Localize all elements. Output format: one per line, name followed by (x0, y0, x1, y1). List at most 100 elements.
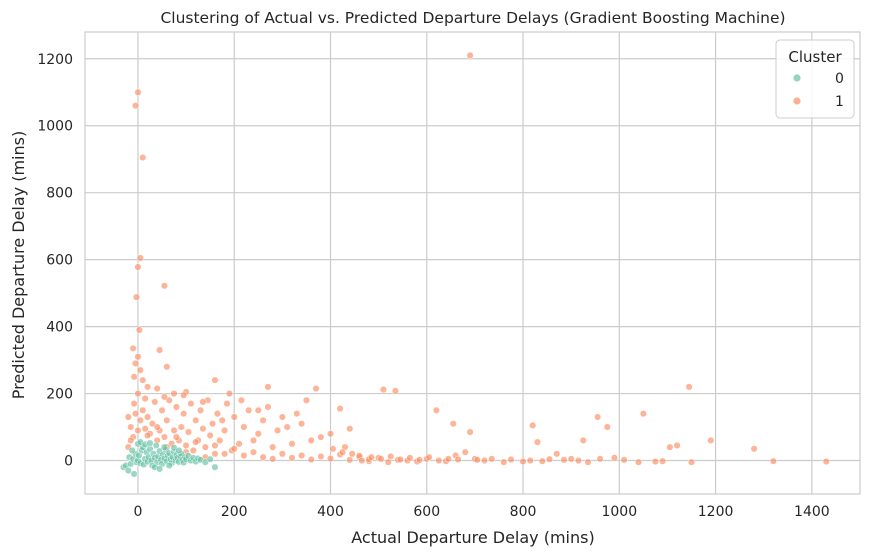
data-point-cluster-1 (639, 410, 647, 418)
data-point-cluster-1 (211, 441, 219, 450)
data-point-cluster-1 (673, 441, 681, 450)
data-point-cluster-1 (144, 383, 152, 391)
data-point-cluster-1 (134, 263, 142, 271)
data-point-cluster-1 (163, 416, 171, 424)
data-point-cluster-0 (206, 455, 214, 463)
data-point-cluster-1 (230, 413, 238, 421)
data-point-cluster-1 (237, 396, 245, 404)
data-point-cluster-1 (153, 384, 161, 393)
legend-label-cluster-1: 1 (835, 94, 844, 110)
data-point-cluster-1 (141, 425, 149, 433)
data-point-cluster-1 (822, 457, 830, 466)
data-point-cluster-1 (139, 153, 147, 162)
x-tick-label: 1200 (698, 504, 734, 520)
data-point-cluster-1 (574, 456, 582, 465)
legend-label-cluster-0: 0 (835, 71, 844, 87)
data-point-cluster-1 (603, 423, 611, 431)
data-point-cluster-1 (213, 410, 221, 418)
data-point-cluster-1 (377, 455, 385, 463)
y-tick-labels: 0 200 400 600 800 1000 1200 (37, 52, 73, 470)
legend-title: Cluster (788, 48, 842, 66)
data-point-cluster-1 (396, 455, 404, 464)
data-point-cluster-1 (579, 436, 587, 444)
data-point-cluster-1 (317, 433, 325, 441)
data-point-cluster-1 (245, 406, 253, 414)
data-point-cluster-1 (307, 436, 315, 444)
data-point-cluster-1 (432, 406, 440, 414)
data-point-cluster-1 (130, 400, 138, 408)
data-point-cluster-1 (259, 416, 267, 424)
data-point-cluster-1 (223, 400, 231, 408)
data-point-cluster-1 (144, 431, 152, 439)
y-axis-title: Predicted Departure Delay (mins) (9, 131, 28, 399)
data-point-cluster-1 (160, 393, 168, 401)
data-point-cluster-1 (620, 456, 628, 464)
data-point-cluster-1 (269, 443, 277, 451)
data-point-cluster-1 (249, 436, 258, 444)
data-point-cluster-1 (199, 425, 207, 433)
data-point-cluster-1 (180, 391, 188, 399)
data-point-cluster-1 (274, 426, 282, 434)
data-point-cluster-1 (199, 398, 207, 406)
y-tick-label: 200 (46, 387, 73, 403)
data-point-cluster-1 (139, 406, 147, 414)
data-point-cluster-1 (685, 383, 693, 391)
legend-marker-cluster-0 (793, 74, 801, 82)
data-point-cluster-1 (264, 383, 272, 391)
data-point-cluster-1 (254, 430, 262, 438)
y-tick-label: 0 (64, 454, 73, 470)
data-point-cluster-0 (124, 467, 132, 475)
data-point-cluster-1 (201, 443, 209, 451)
data-point-cluster-1 (567, 455, 575, 463)
data-point-cluster-1 (307, 455, 315, 464)
data-point-cluster-1 (449, 420, 457, 428)
y-tick-label: 1000 (37, 119, 73, 135)
data-point-cluster-1 (163, 363, 171, 371)
data-point-cluster-1 (444, 455, 452, 463)
y-tick-label: 600 (46, 253, 73, 269)
data-point-cluster-1 (488, 455, 496, 463)
data-point-cluster-1 (326, 430, 335, 438)
data-point-cluster-1 (192, 438, 200, 446)
data-point-cluster-1 (329, 445, 337, 453)
data-point-cluster-1 (240, 423, 248, 431)
data-point-cluster-1 (596, 455, 604, 463)
data-point-cluster-1 (769, 457, 777, 465)
data-point-cluster-1 (466, 428, 474, 436)
legend: Cluster 0 1 (775, 39, 855, 119)
data-point-cluster-1 (209, 420, 217, 428)
data-point-cluster-1 (288, 454, 296, 462)
data-point-cluster-1 (144, 413, 152, 421)
data-point-cluster-1 (326, 454, 335, 463)
data-point-cluster-1 (132, 293, 141, 301)
data-point-cluster-1 (687, 458, 696, 466)
data-point-cluster-1 (346, 456, 354, 464)
data-point-cluster-1 (454, 455, 462, 464)
data-point-cluster-1 (533, 438, 542, 446)
data-point-cluster-1 (259, 453, 267, 461)
data-point-cluster-1 (553, 450, 561, 458)
data-point-cluster-1 (136, 254, 144, 262)
data-point-cluster-0 (130, 470, 138, 478)
data-point-cluster-1 (500, 458, 508, 466)
data-point-cluster-1 (293, 410, 301, 418)
data-point-cluster-1 (131, 359, 140, 367)
data-point-cluster-1 (358, 456, 366, 465)
x-tick-label: 600 (413, 504, 440, 520)
data-point-cluster-1 (156, 346, 164, 354)
data-point-cluster-0 (175, 446, 183, 455)
legend-marker-cluster-1 (793, 97, 801, 105)
data-point-cluster-1 (240, 451, 248, 460)
data-point-cluster-1 (435, 456, 443, 465)
data-point-cluster-1 (666, 443, 674, 451)
data-point-cluster-1 (473, 456, 481, 464)
data-point-cluster-1 (134, 426, 142, 434)
x-tick-label: 0 (133, 504, 142, 520)
data-point-cluster-1 (466, 51, 474, 59)
x-tick-label: 400 (317, 504, 344, 520)
data-point-cluster-1 (298, 451, 306, 460)
x-tick-label: 800 (510, 504, 537, 520)
data-point-cluster-1 (141, 395, 149, 403)
data-point-cluster-1 (127, 436, 135, 444)
